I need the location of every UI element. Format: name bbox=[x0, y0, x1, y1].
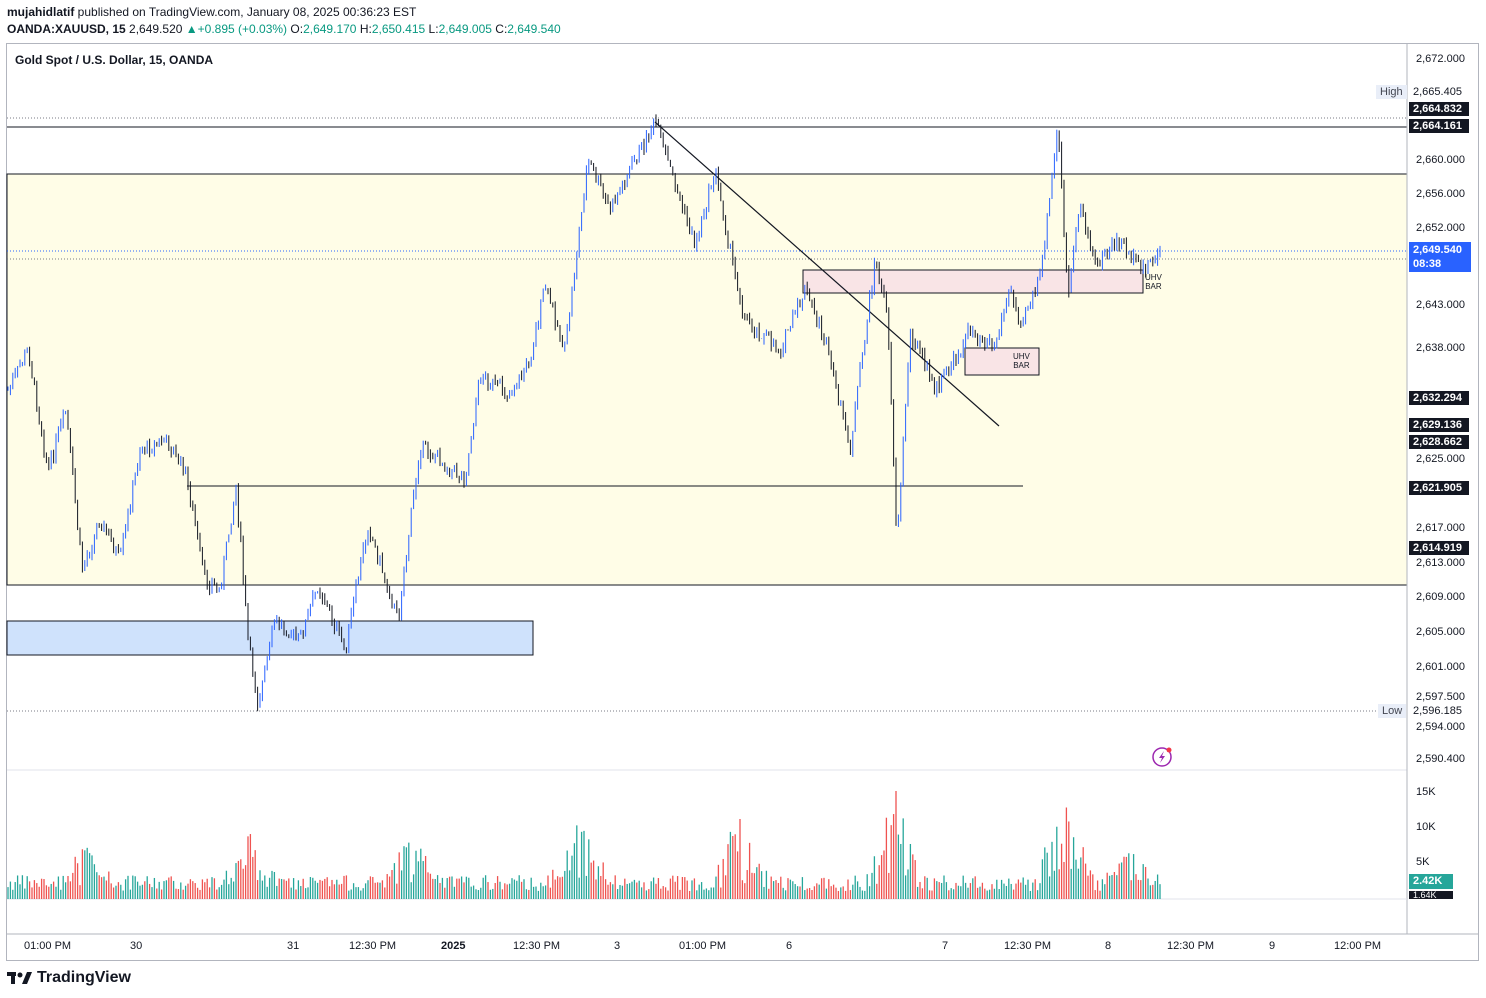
time-axis-label: 12:30 PM bbox=[1004, 940, 1052, 952]
price-axis-label: 2,652.000 bbox=[1416, 222, 1465, 234]
pink-zone bbox=[802, 269, 1144, 294]
price-line-tag: 2,621.905 bbox=[1409, 481, 1469, 495]
publish-info: mujahidlatif published on TradingView.co… bbox=[7, 5, 416, 19]
price-axis-label: 2,638.000 bbox=[1416, 342, 1465, 354]
tradingview-logo-icon bbox=[7, 972, 32, 984]
last-price: 2,649.520 bbox=[129, 22, 183, 36]
uhv-bar-label-2: UHV BAR bbox=[1145, 273, 1162, 291]
volume-axis-label: 10K bbox=[1416, 821, 1436, 833]
price-axis-label: 2,656.000 bbox=[1416, 188, 1465, 200]
time-axis-label: 9 bbox=[1269, 940, 1276, 952]
publisher-name[interactable]: mujahidlatif bbox=[7, 5, 75, 19]
price-axis-label: 2,672.000 bbox=[1416, 53, 1465, 65]
price-line-tag: 2,628.662 bbox=[1409, 435, 1469, 449]
price-change: +0.895 (+0.03%) bbox=[197, 22, 288, 36]
time-axis-label: 30 bbox=[130, 940, 143, 952]
price-axis-label: 2,605.000 bbox=[1416, 626, 1465, 638]
price-axis-label: 2,613.000 bbox=[1416, 557, 1465, 569]
tradingview-logo[interactable]: TradingView bbox=[7, 969, 131, 987]
low-tag-label: Low bbox=[1378, 704, 1407, 718]
price-axis-label: 2,594.000 bbox=[1416, 721, 1465, 733]
uhv-bar-label-1: UHV BAR bbox=[1013, 352, 1030, 370]
price-axis-label: 2,617.000 bbox=[1416, 522, 1465, 534]
symbol: OANDA:XAUUSD, 15 bbox=[7, 22, 126, 36]
close-label: C: bbox=[495, 22, 508, 36]
price-line-tag: 2,629.136 bbox=[1409, 418, 1469, 432]
time-axis-label: 12:00 PM bbox=[1334, 940, 1382, 952]
low-tag-value: 2,596.185 bbox=[1409, 704, 1466, 718]
supply-demand-zone bbox=[6, 173, 1408, 586]
ohlc-legend: OANDA:XAUUSD, 15 2,649.520 ▲+0.895 (+0.0… bbox=[7, 22, 561, 36]
time-axis-label: 12:30 PM bbox=[1167, 940, 1215, 952]
time-axis-label: 3 bbox=[614, 940, 621, 952]
open-value: 2,649.170 bbox=[303, 22, 357, 36]
price-line-tag: 2,664.832 bbox=[1409, 102, 1469, 116]
price-axis-label: 2,643.000 bbox=[1416, 299, 1465, 311]
volume-bars bbox=[7, 790, 1161, 899]
close-value: 2,649.540 bbox=[507, 22, 561, 36]
volume-current-tag: 2.42K bbox=[1409, 874, 1453, 889]
bar-countdown: 08:38 bbox=[1413, 258, 1442, 270]
time-axis-label: 01:00 PM bbox=[24, 940, 72, 952]
flash-icon bbox=[1152, 747, 1172, 767]
price-axis-label: 2,601.000 bbox=[1416, 661, 1465, 673]
time-axis-label: 12:30 PM bbox=[513, 940, 561, 952]
uhv-box-small bbox=[964, 347, 1040, 376]
time-axis-label: 31 bbox=[287, 940, 300, 952]
high-tag-value: 2,665.405 bbox=[1409, 85, 1466, 99]
price-line-tag: 2,614.919 bbox=[1409, 541, 1469, 555]
time-axis-label: 01:00 PM bbox=[679, 940, 727, 952]
volume-axis-label: 5K bbox=[1416, 856, 1430, 868]
up-arrow-icon: ▲ bbox=[185, 22, 198, 36]
time-axis-label: 6 bbox=[786, 940, 793, 952]
high-tag-label: High bbox=[1376, 85, 1407, 99]
time-axis-label: 8 bbox=[1105, 940, 1112, 952]
open-label: O: bbox=[290, 22, 304, 36]
low-value: 2,649.005 bbox=[438, 22, 492, 36]
chart-title: Gold Spot / U.S. Dollar, 15, OANDA bbox=[15, 53, 214, 67]
price-candles bbox=[7, 114, 1161, 712]
volume-axis-label: 15K bbox=[1416, 786, 1436, 798]
price-axis-label: 2,609.000 bbox=[1416, 591, 1465, 603]
price-axis-label: 2,660.000 bbox=[1416, 154, 1465, 166]
time-axis-label: 2025 bbox=[441, 940, 466, 952]
price-axis-label: 2,597.500 bbox=[1416, 691, 1465, 703]
time-axis-label: 7 bbox=[942, 940, 949, 952]
time-axis-label: 12:30 PM bbox=[349, 940, 397, 952]
price-axis-label: 2,625.000 bbox=[1416, 453, 1465, 465]
brand-name: TradingView bbox=[37, 969, 131, 986]
current-price-value: 2,649.540 bbox=[1413, 244, 1462, 256]
current-price-tag: 2,649.540 08:38 bbox=[1409, 242, 1471, 272]
price-axis-label: 2,590.400 bbox=[1416, 753, 1465, 765]
low-label: L: bbox=[428, 22, 439, 36]
publish-text: published on TradingView.com, January 08… bbox=[74, 5, 417, 19]
volume-sub-tag: 1.64K bbox=[1409, 891, 1453, 899]
price-line-tag: 2,664.161 bbox=[1409, 119, 1469, 133]
high-label: H: bbox=[359, 22, 372, 36]
high-value: 2,650.415 bbox=[371, 22, 426, 36]
price-line-tag: 2,632.294 bbox=[1409, 391, 1469, 405]
